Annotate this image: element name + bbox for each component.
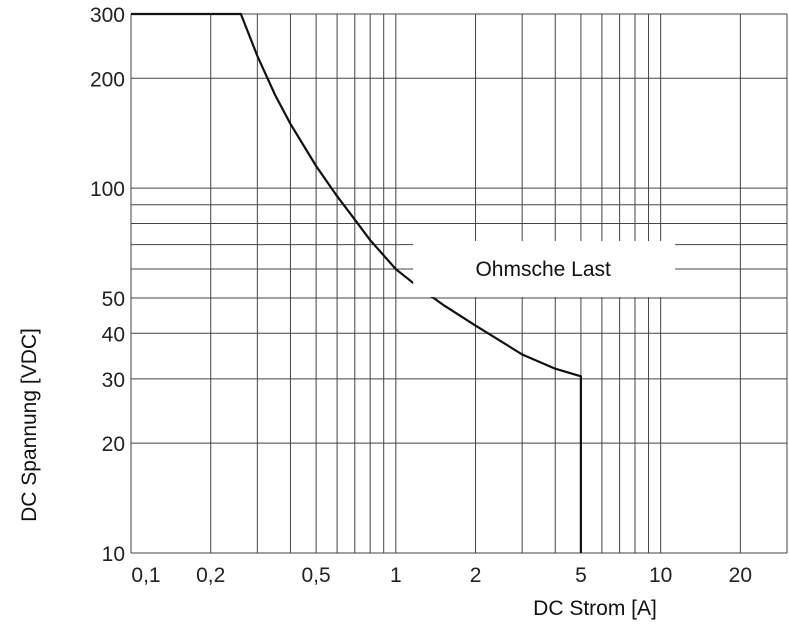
y-tick-label: 200 bbox=[90, 68, 125, 91]
x-tick-label: 1 bbox=[390, 564, 402, 587]
x-tick-label: 10 bbox=[649, 564, 672, 587]
x-tick-label: 5 bbox=[575, 564, 587, 587]
y-tick-label: 40 bbox=[102, 323, 125, 346]
x-tick-label: 0,5 bbox=[302, 564, 331, 587]
x-tick-label: 0,2 bbox=[196, 564, 225, 587]
y-tick-label: 100 bbox=[90, 178, 125, 201]
y-axis-title: DC Spannung [VDC] bbox=[18, 328, 41, 522]
y-tick-label: 20 bbox=[102, 433, 125, 456]
x-tick-label: 2 bbox=[470, 564, 482, 587]
annotation-layer: Ohmsche Last bbox=[413, 241, 676, 298]
annotation-backdrop bbox=[413, 241, 676, 298]
y-tick-labels: 10 20 30 40 50 100 200 300 bbox=[90, 4, 125, 566]
series-line bbox=[131, 12, 583, 553]
y-tick-label: 50 bbox=[102, 288, 125, 311]
curve-layer bbox=[131, 12, 583, 553]
y-tick-label: 10 bbox=[102, 543, 125, 566]
y-tick-label: 30 bbox=[102, 369, 125, 392]
annotation-label: Ohmsche Last bbox=[475, 258, 611, 281]
y-tick-label: 300 bbox=[90, 4, 125, 27]
x-tick-label: 20 bbox=[729, 564, 752, 587]
x-axis-title: DC Strom [A] bbox=[533, 597, 657, 620]
x-tick-labels: 0,1 0,2 0,5 1 2 5 10 20 bbox=[131, 564, 752, 587]
x-tick-label: 0,1 bbox=[131, 564, 160, 587]
